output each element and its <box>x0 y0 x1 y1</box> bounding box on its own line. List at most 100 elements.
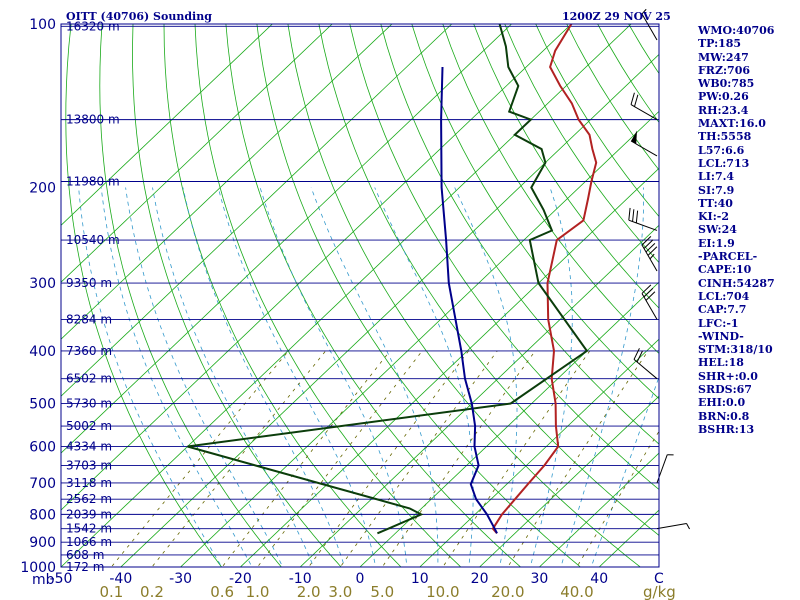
dry-adiabat <box>65 24 223 567</box>
pressure-unit-label: mb <box>32 572 55 588</box>
index-item: MW:247 <box>698 50 749 64</box>
dry-adiabat <box>132 24 342 567</box>
barb-shaft <box>630 104 658 121</box>
moist-adiabat <box>529 187 573 567</box>
barb-flag <box>643 239 654 249</box>
temperature-tick-label: -50 <box>50 571 73 587</box>
index-item: HEL:18 <box>698 356 744 370</box>
moist-adiabat <box>259 187 408 567</box>
barb-shaft <box>628 219 658 231</box>
index-item: MAXT:16.0 <box>698 117 766 131</box>
pressure-tick-label: 700 <box>29 476 56 492</box>
index-item: CINH:54287 <box>698 276 775 290</box>
barb-flag <box>641 236 652 246</box>
barb-flag <box>643 287 654 298</box>
index-item: TP:185 <box>698 37 742 51</box>
moist-adiabat <box>152 187 315 567</box>
dry-adiabat <box>194 24 462 567</box>
barb-flag <box>633 348 640 360</box>
index-item: CAP:7.7 <box>698 303 747 317</box>
height-label: 7360 m <box>66 344 112 358</box>
dry-adiabat <box>287 24 641 567</box>
isotherm <box>61 24 572 511</box>
isotherm <box>359 281 659 567</box>
isotherm <box>419 338 659 567</box>
isotherm <box>239 167 659 567</box>
temperature-line <box>491 24 598 534</box>
isotherm <box>299 224 659 567</box>
mixing-ratio-label: 3.0 <box>328 583 352 600</box>
index-item: LI:7.4 <box>698 170 735 184</box>
dry-adiabat <box>225 24 522 567</box>
mixing-ratio-line <box>507 350 649 567</box>
index-item: PW:0.26 <box>698 90 749 104</box>
moist-adiabat <box>374 187 474 567</box>
barb-flag <box>645 242 656 253</box>
isotherm <box>61 24 513 454</box>
index-item: RH:23.4 <box>698 103 749 117</box>
wind-barb <box>630 92 658 121</box>
moist-adiabat <box>590 375 659 567</box>
index-item: SHR+:0.0 <box>698 369 758 383</box>
mixing-ratio-label: 20.0 <box>491 583 524 600</box>
wind-barb <box>628 207 658 231</box>
index-item: STM:318/10 <box>698 343 773 357</box>
mixing-ratio-line <box>221 350 391 567</box>
barb-half-flag <box>641 8 647 15</box>
wind-barb <box>633 348 658 380</box>
time-title: 1200Z 29 NOV 25 <box>562 10 671 23</box>
isotherm <box>180 110 659 567</box>
pressure-tick-label: 900 <box>29 535 56 551</box>
barb-shaft <box>633 359 658 380</box>
barb-half-flag <box>649 253 655 260</box>
dry-adiabat <box>473 24 659 309</box>
mixing-ratio-unit-label: g/kg <box>643 583 676 600</box>
mixing-ratio-line <box>576 430 659 567</box>
temperature-unit-label: C <box>654 571 664 587</box>
barb-flag <box>635 210 639 223</box>
pressure-tick-label: 500 <box>29 397 56 413</box>
height-label: 5730 m <box>66 397 112 411</box>
index-item: TT:40 <box>698 196 733 210</box>
index-item: SW:24 <box>698 223 737 237</box>
index-item: CAPE:10 <box>698 263 752 277</box>
mixing-ratio-label: 10.0 <box>426 583 459 600</box>
index-item: BRN:0.8 <box>698 409 750 423</box>
pressure-tick-label: 200 <box>29 180 56 196</box>
pressure-tick-label: 600 <box>29 440 56 456</box>
dry-adiabat <box>504 24 659 264</box>
mixing-ratio-label: 0.1 <box>99 583 123 600</box>
height-label: 2039 m <box>66 507 112 521</box>
isotherm <box>538 452 659 567</box>
temperature-tick-label: 0 <box>356 571 365 587</box>
parcel-line <box>440 66 498 534</box>
pressure-tick-label: 300 <box>29 276 56 292</box>
temperature-tick-label: 20 <box>471 571 489 587</box>
pressure-tick-label: 400 <box>29 344 56 360</box>
barb-shaft <box>641 244 658 272</box>
moist-adiabat <box>560 187 645 567</box>
barb-half-flag <box>686 523 690 530</box>
temperature-tick-label: 40 <box>590 571 608 587</box>
dry-adiabat <box>380 24 659 445</box>
isotherm <box>120 53 659 567</box>
barb-shaft <box>630 140 658 157</box>
wind-barb <box>641 284 658 320</box>
mixing-ratio-label: 2.0 <box>297 583 321 600</box>
height-label: 6502 m <box>66 372 112 386</box>
moist-adiabat <box>182 187 346 567</box>
index-item: KI:-2 <box>698 210 729 224</box>
barb-flag <box>645 291 656 301</box>
temperature-tick-label: 10 <box>411 571 429 587</box>
barb-flag <box>632 209 635 222</box>
temperature-tick-label: 30 <box>530 571 548 587</box>
pressure-tick-label: 1000 <box>20 560 56 576</box>
barb-flag <box>634 94 639 107</box>
index-item: SRDS:67 <box>698 383 752 397</box>
barb-flag <box>641 284 652 294</box>
temperature-tick-label: -40 <box>109 571 132 587</box>
temperature-tick-label: -10 <box>289 571 312 587</box>
dry-adiabat <box>99 24 282 567</box>
barb-flag <box>647 246 658 256</box>
height-label: 4334 m <box>66 440 112 454</box>
